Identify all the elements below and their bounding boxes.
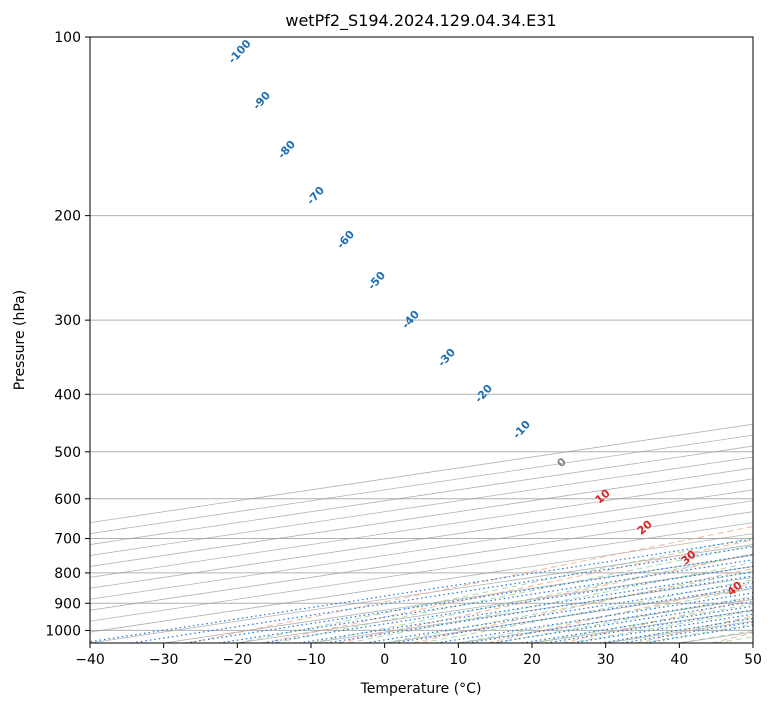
x-tick-label: 30 — [597, 652, 615, 668]
y-tick-label: 400 — [54, 387, 81, 403]
mixing-ratio-line — [299, 571, 753, 643]
isotherm-line — [90, 423, 753, 524]
moist-adiabat-line — [531, 603, 753, 643]
dry-adiabat-label: -30 — [435, 346, 458, 370]
plot-frame — [89, 36, 754, 644]
moist-adiabat-label: 30 — [679, 547, 699, 567]
isotherm-line — [90, 445, 753, 545]
dry-adiabat-line — [636, 615, 753, 643]
x-tick-label: 10 — [449, 652, 467, 668]
isotherm-line — [752, 642, 753, 643]
mixing-ratio-line — [546, 609, 753, 643]
x-tick-label: 20 — [523, 652, 541, 668]
isotherm-line — [90, 467, 753, 567]
dry-adiabat-line — [711, 632, 753, 643]
dry-adiabat-label: -60 — [334, 228, 357, 252]
mixing-ratio-line — [326, 575, 753, 643]
dry-adiabat-line — [188, 526, 753, 643]
x-tick-label: −40 — [75, 652, 105, 668]
isotherm-line — [90, 544, 753, 643]
dry-adiabat-label: -80 — [275, 138, 298, 162]
isotherm-line — [90, 434, 753, 534]
y-tick-label: 900 — [54, 596, 81, 612]
dry-adiabat-label: -40 — [399, 308, 422, 332]
dry-adiabat-label: -20 — [472, 382, 495, 406]
x-axis-label: Temperature (°C) — [360, 681, 482, 697]
dry-adiabat-label: -70 — [304, 184, 327, 208]
y-tick-label: 600 — [54, 492, 81, 508]
y-axis-label: Pressure (hPa) — [12, 290, 28, 390]
x-tick-label: 40 — [670, 652, 688, 668]
x-tick-label: 0 — [380, 652, 389, 668]
x-tick-label: −10 — [296, 652, 326, 668]
moist-adiabat-line — [237, 537, 753, 643]
y-tick-label: 800 — [54, 566, 81, 582]
mixing-ratio-line — [645, 625, 753, 643]
isotherm-line — [90, 511, 753, 611]
moist-adiabat-line — [458, 587, 753, 643]
mixing-ratio-line — [492, 600, 753, 643]
x-tick-label: 50 — [744, 652, 762, 668]
isopleth-labels: -100-90-80-70-60-50-40-30-20-10010203040… — [226, 37, 745, 599]
dry-adiabat-line — [487, 583, 753, 643]
mixing-ratio-line — [572, 613, 753, 643]
isotherm-line — [90, 533, 753, 633]
axis-ticks: −40 −30 −20 −10 0 10 20 30 40 50 1000 900 800 700 600 5… — [45, 30, 762, 668]
dry-adiabat-line — [562, 598, 753, 643]
mixing-ratio-line — [218, 559, 753, 643]
mixing-ratio-line — [599, 617, 753, 643]
mixing-ratio-line — [522, 605, 753, 643]
y-tick-label: 300 — [54, 313, 81, 329]
isotherm-line — [458, 598, 753, 643]
moist-adiabat-line — [347, 561, 753, 643]
isotherm-line — [90, 522, 753, 622]
moist-adiabat-line — [310, 553, 753, 643]
x-tick-label: −30 — [149, 652, 179, 668]
background-lines — [90, 37, 753, 643]
y-tick-label: 700 — [54, 532, 81, 548]
chart-title: wetPf2_S194.2024.129.04.34.E31 — [285, 11, 556, 31]
isotherm-line — [384, 587, 753, 643]
mixing-ratio-line — [131, 546, 753, 643]
y-tick-label: 500 — [54, 445, 81, 461]
mixing-ratio-line — [185, 554, 753, 643]
isotherm-line — [310, 576, 753, 643]
x-tick-label: −20 — [223, 652, 253, 668]
moist-adiabat-line — [421, 579, 753, 643]
y-tick-label: 100 — [54, 30, 81, 46]
dry-adiabat-label: -100 — [226, 37, 254, 66]
mixing-ratio-line — [90, 538, 753, 643]
y-tick-label: 1000 — [45, 623, 81, 639]
y-tick-label: 200 — [54, 209, 81, 225]
dry-adiabat-line — [263, 539, 753, 643]
moist-adiabat-label: 20 — [635, 517, 655, 537]
isotherm-line — [90, 489, 753, 589]
isotherm-line — [90, 500, 753, 600]
dry-adiabat-label: -10 — [510, 418, 533, 442]
isotherm-line — [90, 456, 753, 556]
moist-adiabat-line — [716, 636, 753, 643]
isotherm-line — [90, 478, 753, 578]
isotherm-line — [531, 609, 753, 643]
moist-adiabat-line — [679, 630, 753, 643]
dry-adiabat-label: -50 — [365, 269, 388, 293]
mixing-ratio-line — [365, 581, 753, 643]
moist-adiabat-line — [605, 617, 753, 643]
moist-adiabat-line — [495, 595, 753, 643]
dry-adiabat-label: -90 — [250, 89, 273, 113]
